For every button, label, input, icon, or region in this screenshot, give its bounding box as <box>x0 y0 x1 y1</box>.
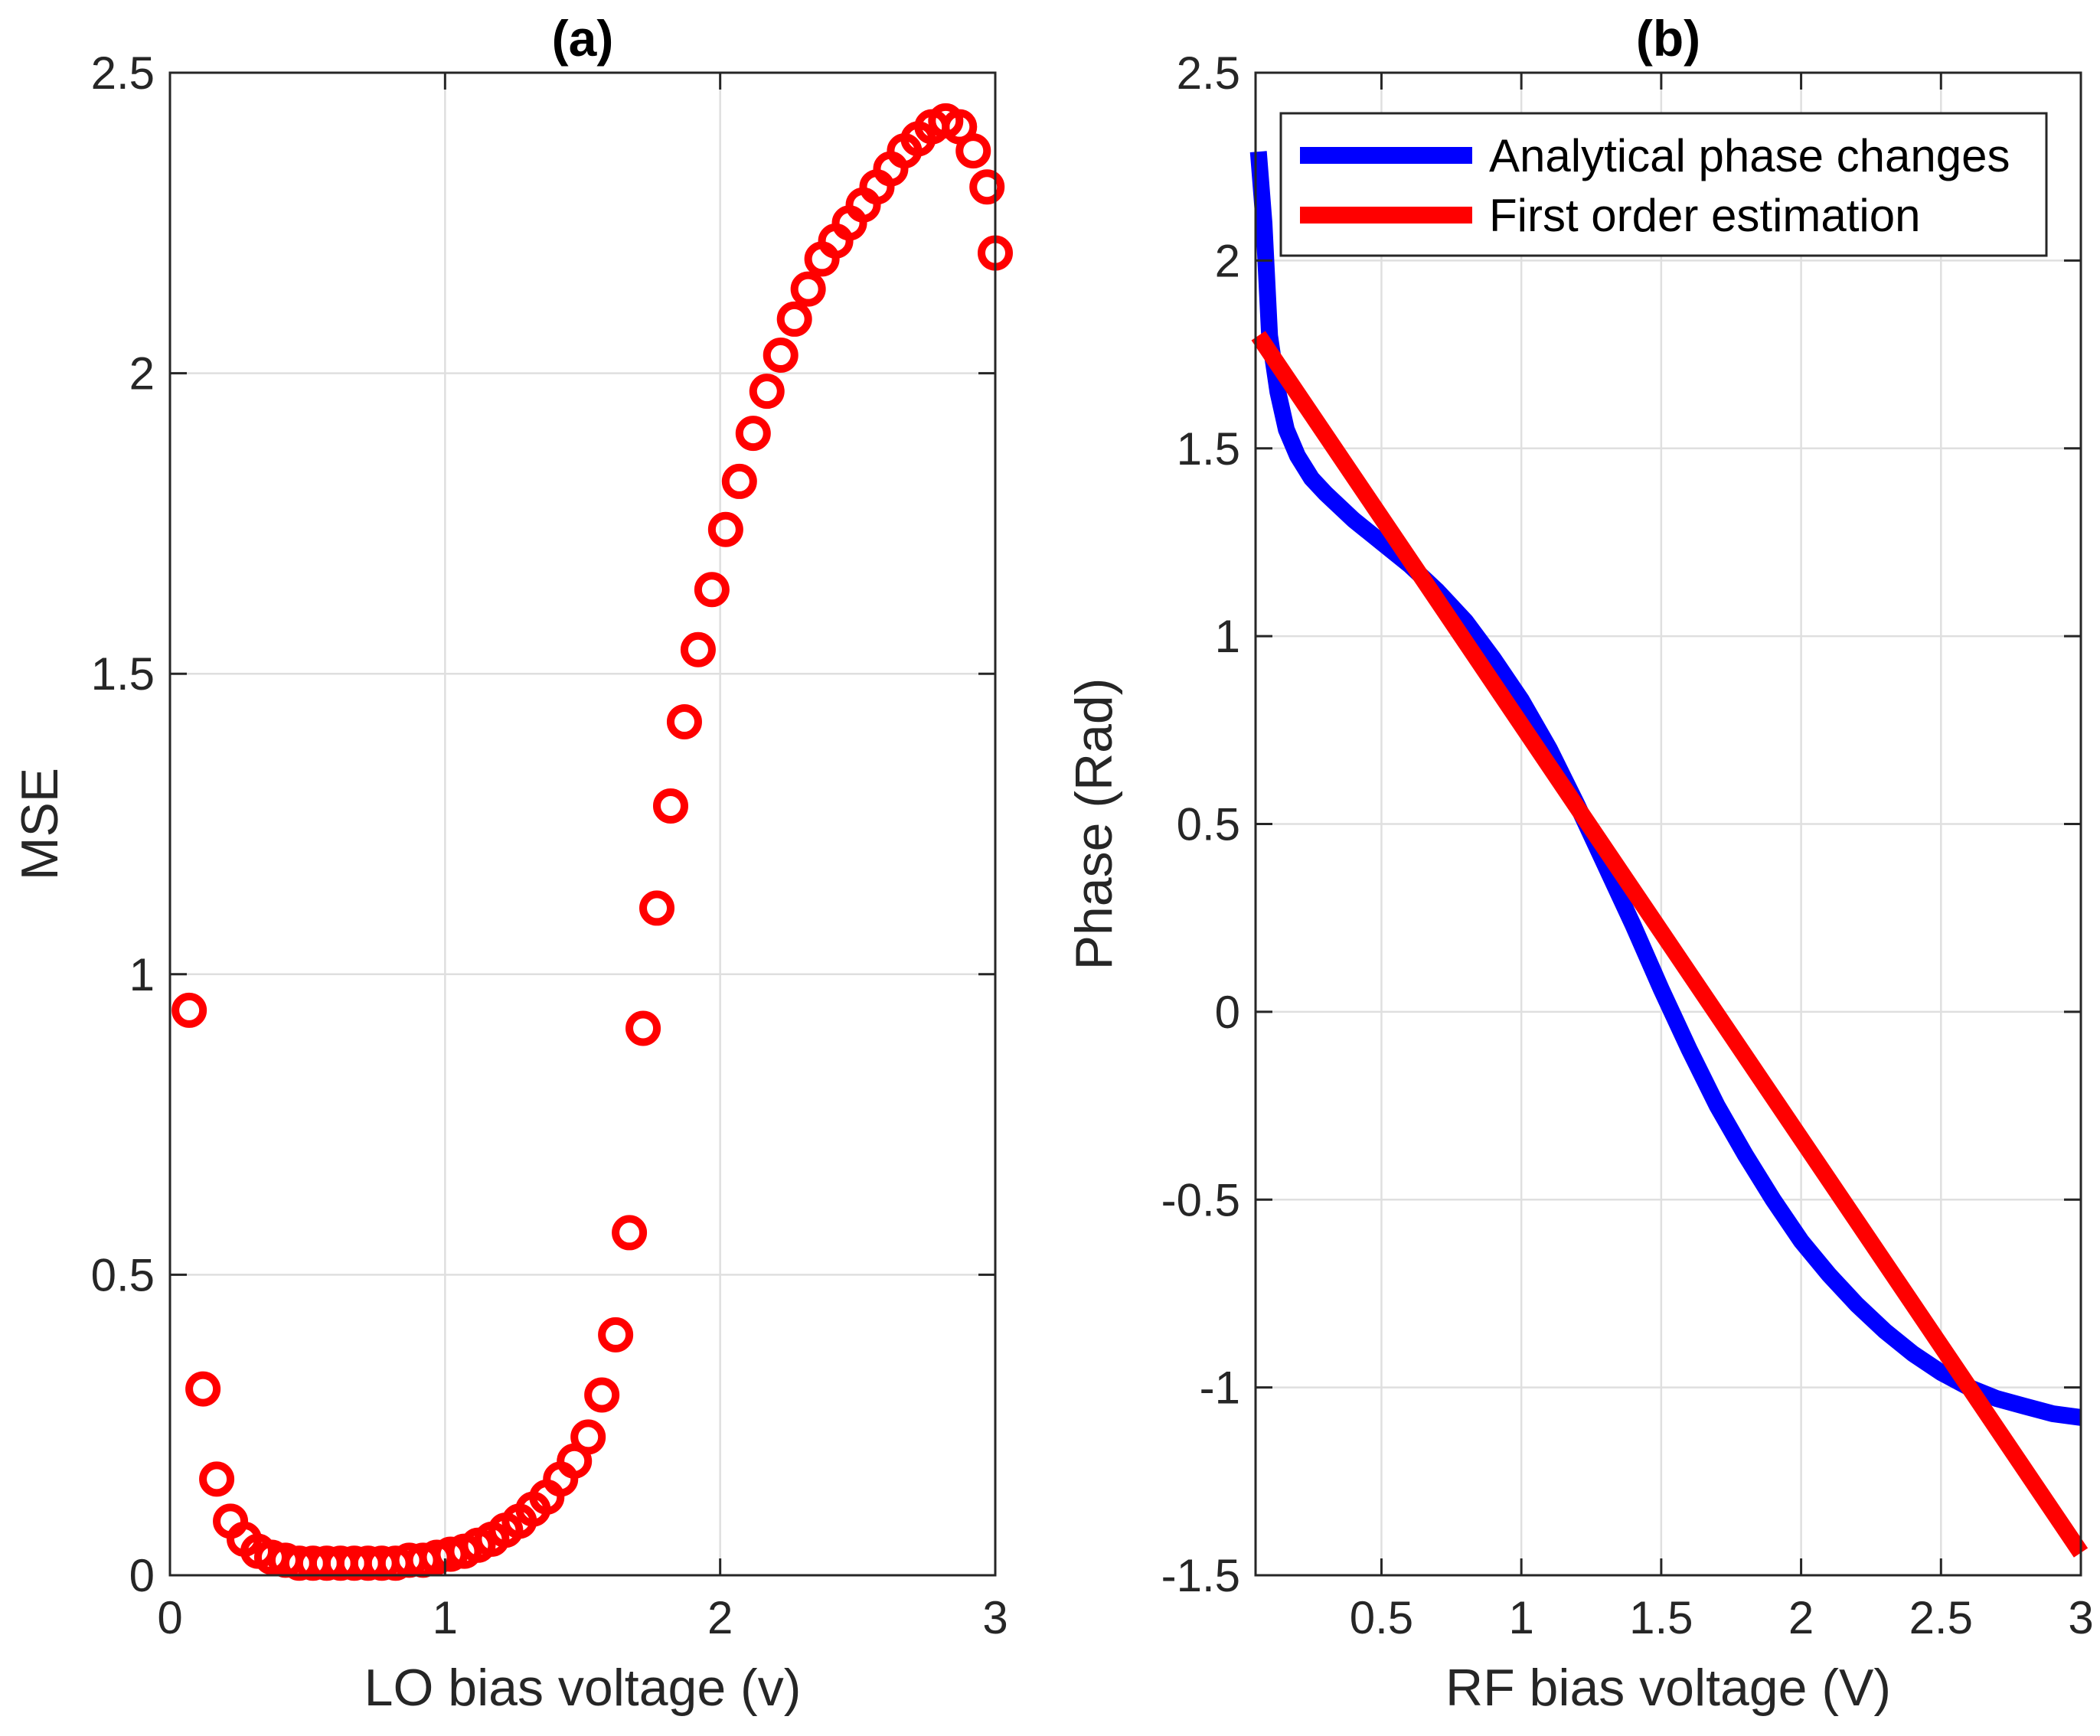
panel-b-series-lines <box>1249 151 2089 1558</box>
mse-marker <box>707 511 743 547</box>
x-tick-label: 1 <box>433 1592 458 1643</box>
y-tick-label: 2.5 <box>91 47 155 99</box>
y-tick-label: 2 <box>1215 235 1240 286</box>
mse-marker <box>666 704 702 740</box>
mse-marker <box>639 890 675 926</box>
y-tick-label: 2 <box>129 348 155 400</box>
panel-b-x-axis-label: RF bias voltage (V) <box>1445 1659 1891 1717</box>
panel-a-axes-box <box>168 71 997 1577</box>
panel-a-y-axis-label: MSE <box>11 768 69 880</box>
mse-marker <box>612 1215 648 1251</box>
mse-marker <box>763 338 799 374</box>
mse-marker <box>721 463 757 499</box>
panel-a-data-markers <box>171 103 1013 1581</box>
x-tick-label: 3 <box>982 1592 1008 1643</box>
legend-entry-estimation: First order estimation <box>1489 190 1921 241</box>
panel-b-title: (b) <box>1636 10 1700 67</box>
panel-a-mse-chart: 0 1 2 3 0 0.5 1 1.5 2 2.5 (a) LO bias voltage (v)… <box>11 10 1013 1717</box>
y-tick-label: -1.5 <box>1161 1550 1240 1601</box>
y-tick-label: -1 <box>1200 1362 1240 1414</box>
x-tick-label: 2 <box>1788 1592 1814 1643</box>
mse-marker <box>790 271 826 307</box>
x-tick-label: 1 <box>1508 1592 1533 1643</box>
y-tick-label: 0.5 <box>1177 799 1240 850</box>
mse-marker <box>652 788 688 824</box>
mse-marker <box>694 572 730 608</box>
mse-marker <box>735 416 771 452</box>
mse-marker <box>955 133 991 169</box>
y-tick-label: 0 <box>129 1550 155 1601</box>
mse-marker <box>776 301 812 337</box>
y-tick-label: 1 <box>129 949 155 1000</box>
x-tick-label: 2 <box>707 1592 733 1643</box>
y-tick-label: 2.5 <box>1177 47 1240 99</box>
panel-a-ticks: 0 1 2 3 0 0.5 1 1.5 2 2.5 <box>91 47 1008 1643</box>
mse-marker <box>625 1010 661 1046</box>
panel-b-legend: Analytical phase changes First order est… <box>1279 112 2048 257</box>
legend-box <box>1279 112 2048 257</box>
y-tick-label: -0.5 <box>1161 1174 1240 1225</box>
mse-marker <box>185 1371 221 1407</box>
x-tick-label: 1.5 <box>1629 1592 1693 1643</box>
x-tick-label: 0.5 <box>1350 1592 1413 1643</box>
x-tick-label: 0 <box>157 1592 182 1643</box>
y-tick-label: 0 <box>1215 987 1240 1038</box>
mse-marker <box>598 1317 634 1353</box>
panel-b-phase-chart: 0.5 1 1.5 2 2.5 3 -1.5 -1 -0.5 0 0.5 1 1.5 2 2.5 (b) R… <box>1065 10 2094 1717</box>
mse-marker <box>680 631 716 667</box>
y-tick-label: 0.5 <box>91 1249 155 1300</box>
legend-entry-analytical: Analytical phase changes <box>1489 130 2010 181</box>
first-order-estimation-line <box>1251 331 2089 1558</box>
y-tick-label: 1.5 <box>91 648 155 700</box>
x-tick-label: 3 <box>2068 1592 2093 1643</box>
panel-b-ticks: 0.5 1 1.5 2 2.5 3 -1.5 -1 -0.5 0 0.5 1 1.5 2 2.5 <box>1161 47 2094 1643</box>
y-tick-label: 1.5 <box>1177 423 1240 475</box>
panel-b-y-axis-label: Phase (Rad) <box>1065 678 1123 971</box>
mse-marker <box>199 1461 235 1497</box>
mse-marker <box>584 1377 620 1413</box>
analytical-phase-line <box>1249 151 2082 1426</box>
panel-a-x-axis-label: LO bias voltage (v) <box>364 1659 802 1717</box>
mse-marker <box>570 1419 606 1455</box>
x-tick-label: 2.5 <box>1909 1592 1973 1643</box>
mse-marker <box>749 374 785 410</box>
panel-a-title: (a) <box>552 10 614 67</box>
mse-marker <box>171 992 207 1028</box>
mse-marker <box>969 169 1005 205</box>
y-tick-label: 1 <box>1215 611 1240 662</box>
